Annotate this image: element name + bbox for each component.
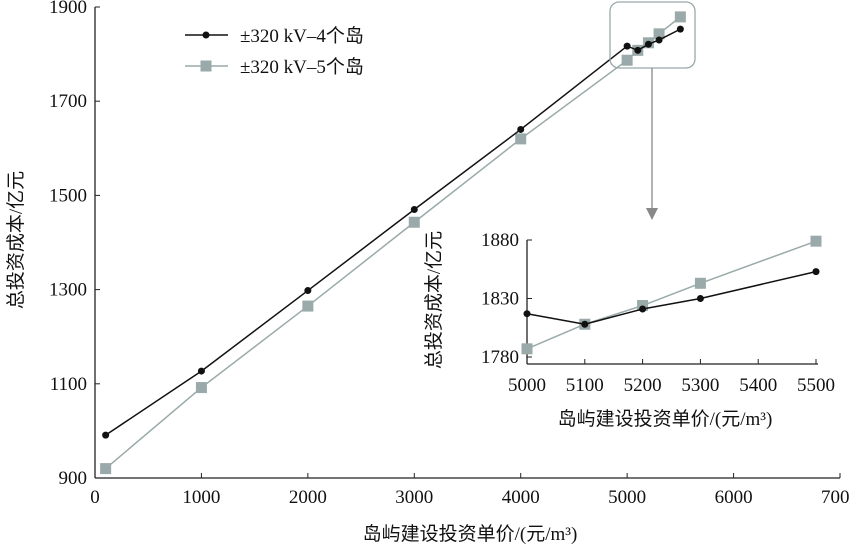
legend-label: ±320 kV–4个岛 bbox=[240, 25, 364, 47]
inset-data-point bbox=[810, 235, 822, 247]
inset-data-point bbox=[694, 277, 706, 289]
inset-x-tick-label: 5300 bbox=[681, 375, 719, 396]
main-data-point bbox=[197, 367, 205, 375]
inset-y-tick-label: 1830 bbox=[481, 289, 519, 310]
inset-data-point bbox=[812, 268, 820, 276]
main-data-point bbox=[304, 287, 312, 295]
main-y-tick-label: 1900 bbox=[49, 0, 87, 18]
legend: ±320 kV–4个岛 ±320 kV–5个岛 bbox=[185, 25, 364, 78]
main-x-tick-label: 2000 bbox=[289, 487, 327, 508]
legend-label: ±320 kV–5个岛 bbox=[240, 56, 364, 78]
main-series-line bbox=[105, 28, 681, 436]
main-y-tick-label: 1700 bbox=[49, 91, 87, 112]
main-y-tick-label: 1500 bbox=[49, 185, 87, 206]
legend-marker-square bbox=[200, 60, 212, 72]
main-x-axis-title: 岛屿建设投资单价/(元/m³) bbox=[363, 523, 578, 545]
main-data-point bbox=[644, 40, 652, 48]
main-data-point bbox=[653, 28, 665, 40]
inset-x-tick-label: 5000 bbox=[508, 375, 546, 396]
main-data-point bbox=[100, 463, 112, 475]
main-plot: 0 1000 2000 3000 4000 5000 6000 7000 900 1100 1300… bbox=[5, 0, 850, 545]
main-series-line bbox=[105, 16, 681, 470]
zoom-arrow-head bbox=[646, 208, 658, 220]
inset-plot: 5000 5100 5200 5300 5400 5500 1780 1830 1880 岛屿建设… bbox=[423, 230, 835, 430]
main-data-point bbox=[195, 382, 207, 394]
inset-series-line bbox=[526, 270, 817, 326]
inset-x-tick-label: 5400 bbox=[739, 375, 777, 396]
main-data-point bbox=[302, 300, 314, 312]
main-x-tick-label: 6000 bbox=[715, 487, 753, 508]
main-data-point bbox=[634, 46, 642, 54]
inset-x-tick-label: 5500 bbox=[797, 375, 835, 396]
main-data-point bbox=[517, 125, 525, 133]
inset-data-point bbox=[521, 343, 533, 355]
main-data-point bbox=[655, 36, 663, 44]
main-x-tick-label: 7000 bbox=[821, 487, 850, 508]
main-data-point bbox=[408, 216, 420, 228]
main-data-point bbox=[410, 206, 418, 214]
main-data-point bbox=[623, 42, 631, 50]
inset-data-point bbox=[581, 320, 589, 328]
main-x-tick-label: 4000 bbox=[502, 487, 540, 508]
main-y-tick-label: 1300 bbox=[49, 280, 87, 301]
main-y-tick-label: 1100 bbox=[50, 374, 87, 395]
main-data-point bbox=[102, 431, 110, 439]
inset-y-axis-title: 总投资成本/亿元 bbox=[423, 231, 445, 369]
inset-y-tick-label: 1880 bbox=[481, 230, 519, 251]
legend-marker-circle bbox=[202, 31, 210, 39]
inset-x-axis-title: 岛屿建设投资单价/(元/m³) bbox=[558, 408, 773, 430]
inset-y-tick-label: 1780 bbox=[481, 347, 519, 368]
main-y-axis-title: 总投资成本/亿元 bbox=[5, 171, 27, 309]
main-x-tick-label: 5000 bbox=[608, 487, 646, 508]
inset-series-line bbox=[526, 240, 817, 350]
inset-data-point bbox=[696, 295, 704, 302]
inset-data-point bbox=[523, 310, 531, 318]
main-data-point bbox=[515, 133, 527, 145]
inset-x-tick-label: 5200 bbox=[624, 375, 662, 396]
inset-data-point bbox=[637, 300, 649, 312]
inset-x-tick-label: 5100 bbox=[566, 375, 604, 396]
main-data-point bbox=[621, 54, 633, 66]
main-data-point bbox=[674, 11, 686, 23]
inset-data-point bbox=[639, 305, 647, 313]
main-x-tick-label: 3000 bbox=[395, 487, 433, 508]
main-data-point bbox=[676, 25, 684, 33]
main-x-tick-label: 1000 bbox=[182, 487, 220, 508]
main-y-tick-label: 900 bbox=[59, 468, 88, 489]
main-x-tick-label: 0 bbox=[90, 487, 100, 508]
